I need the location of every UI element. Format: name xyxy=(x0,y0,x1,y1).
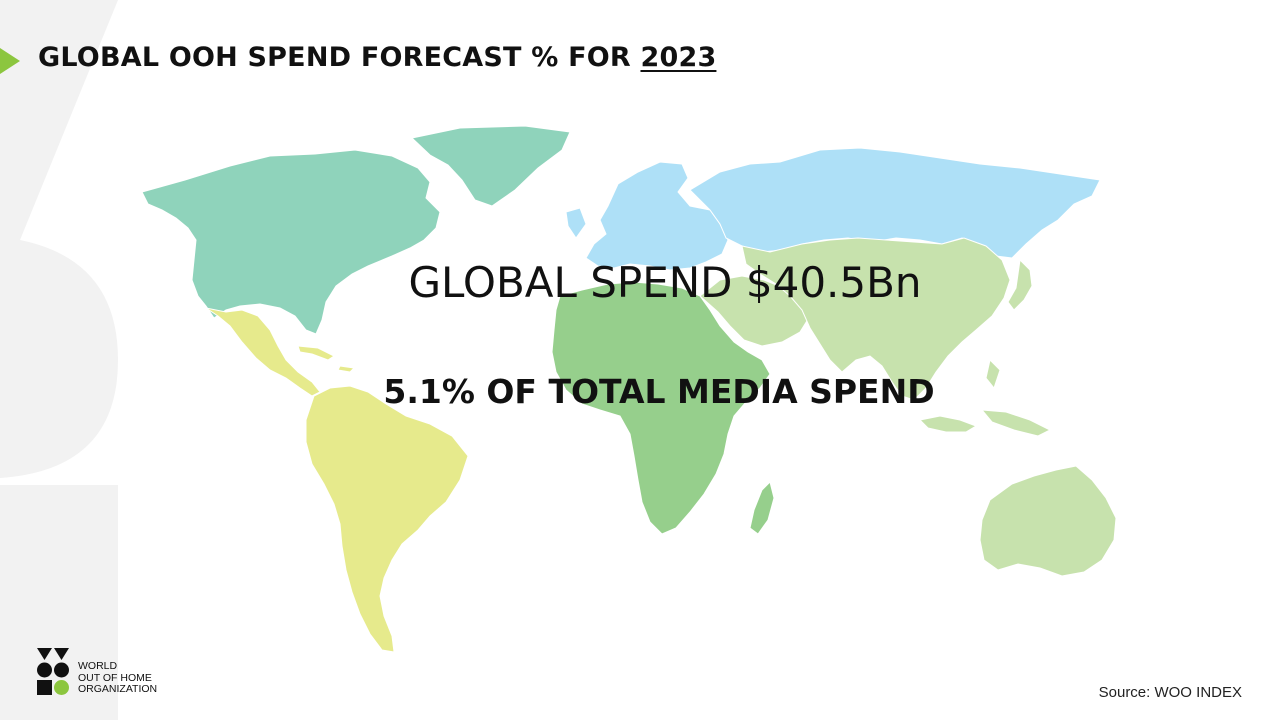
region-madagascar xyxy=(749,481,775,535)
region-europe xyxy=(565,161,729,271)
title-arrow-icon xyxy=(0,48,20,74)
region-asia xyxy=(741,237,1011,401)
region-caribbean xyxy=(297,345,356,373)
logo-line-3: ORGANIZATION xyxy=(78,683,158,695)
world-map xyxy=(141,125,1117,653)
woo-logo-text: WORLD OUT OF HOME ORGANIZATION xyxy=(78,660,218,696)
global-spend-headline: GLOBAL SPEND $40.5Bn xyxy=(408,258,922,307)
source-note: Source: WOO INDEX xyxy=(1098,684,1242,701)
region-southeast-asia-islands xyxy=(918,359,1052,437)
region-australia xyxy=(979,465,1117,577)
region-middle-east xyxy=(699,275,811,347)
woo-logo: WORLD OUT OF HOME ORGANIZATION xyxy=(37,648,197,698)
media-share-subheadline: 5.1% OF TOTAL MEDIA SPEND xyxy=(383,372,935,411)
region-japan xyxy=(1007,258,1033,311)
logo-line-2: OUT OF HOME xyxy=(78,671,152,684)
title-text: GLOBAL OOH SPEND FORECAST % FOR 2023 xyxy=(38,42,716,73)
region-mexico-central-america xyxy=(205,307,321,397)
region-greenland xyxy=(410,125,571,207)
logo-line-1: WORLD xyxy=(78,660,118,672)
title-year: 2023 xyxy=(640,42,717,73)
region-north-america xyxy=(141,149,441,335)
title-prefix: GLOBAL OOH SPEND FORECAST % FOR xyxy=(38,42,641,73)
woo-logo-mark-icon xyxy=(37,648,69,695)
background-decoration xyxy=(0,0,118,720)
region-south-america xyxy=(305,385,469,653)
